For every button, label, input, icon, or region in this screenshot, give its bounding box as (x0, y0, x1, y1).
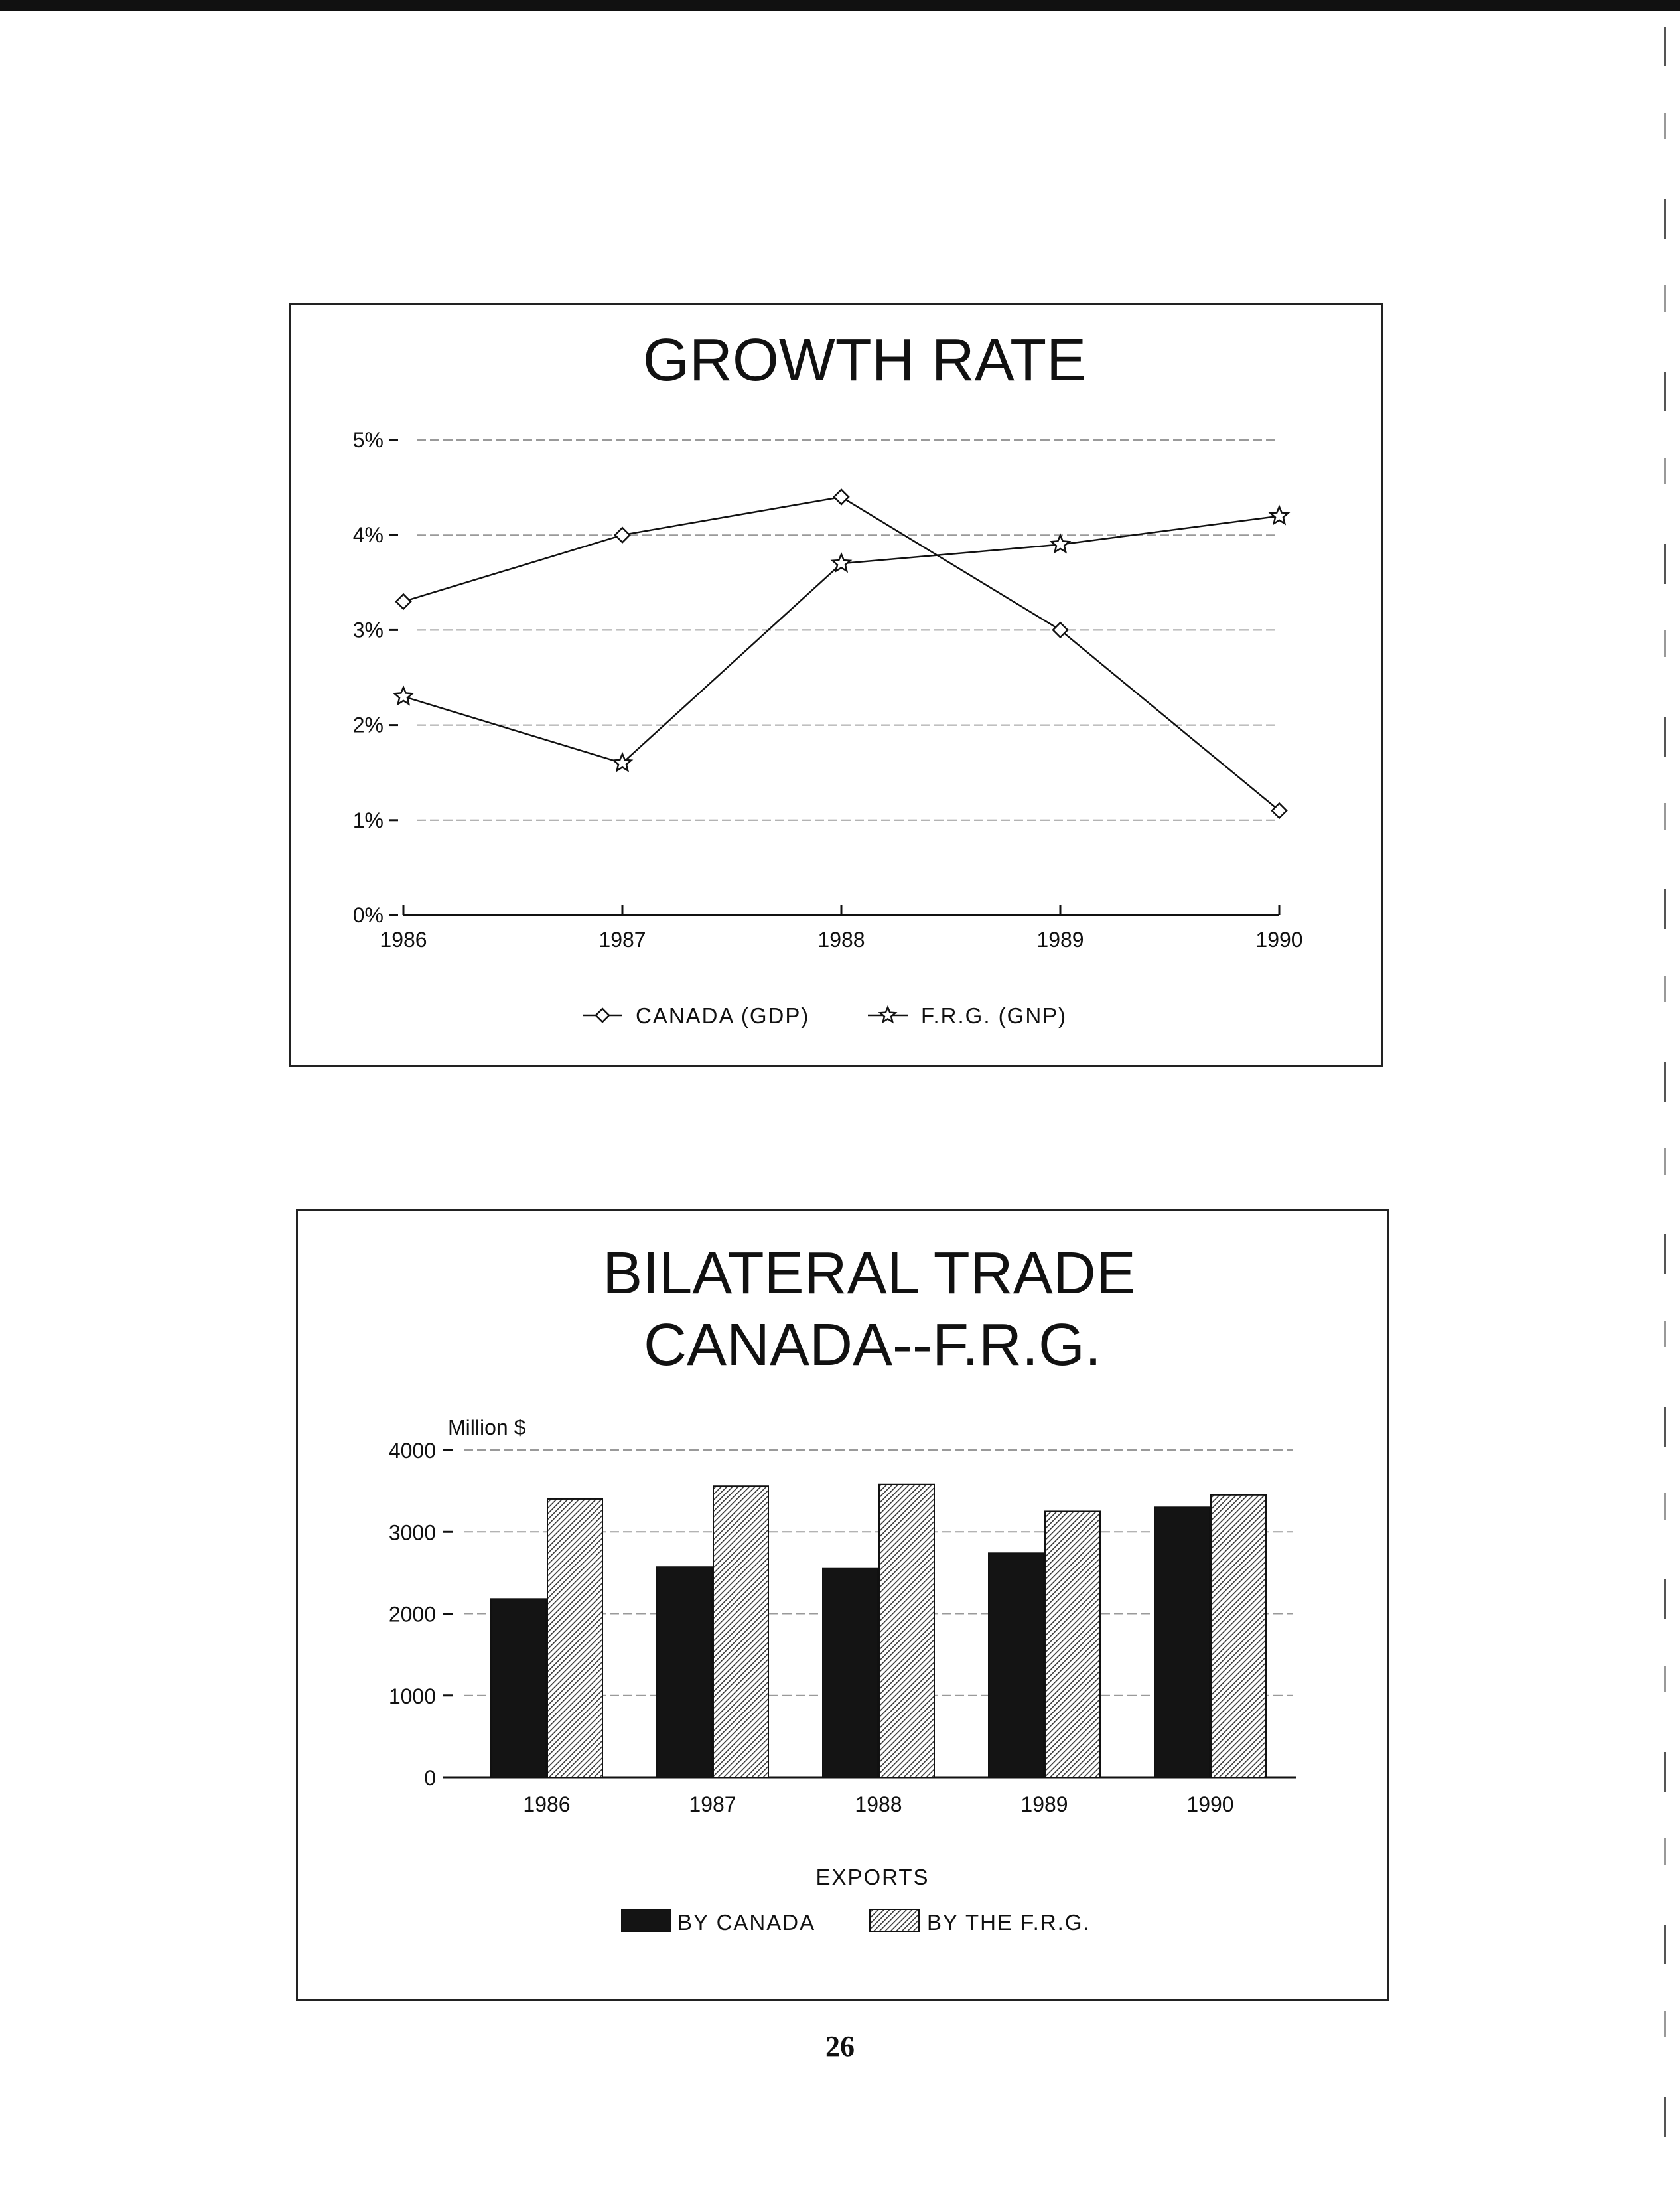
legend: CANADA (GDP) F.R.G. (GNP) (583, 1003, 1067, 1028)
bar-by-frg (547, 1498, 603, 1778)
chart-title-line-2: CANADA--F.R.G. (644, 1312, 1101, 1378)
data-point-diamond (1271, 802, 1288, 820)
legend-title: EXPORTS (815, 1865, 929, 1889)
series-frg-gnp (392, 504, 1291, 772)
bar-by-frg (878, 1483, 935, 1778)
data-point-diamond (614, 526, 631, 544)
y-tick-label: 2000 (389, 1603, 436, 1627)
x-tick-label: 1988 (817, 928, 865, 952)
series-line (403, 496, 1280, 812)
legend-label: F.R.G. (GNP) (921, 1003, 1067, 1028)
y-tick-labels: 0% 1% 2% 3% 4% 5% (353, 428, 384, 927)
y-tick-label: 0 (424, 1766, 436, 1790)
growth-rate-chart: GROWTH RATE 0%1%2%3%4%5% 1986 1987 1988 198… (353, 327, 1303, 1028)
y-tick-label: 3% (353, 618, 384, 642)
x-tick-label: 1987 (598, 928, 646, 952)
data-point-star (1268, 504, 1291, 526)
data-point-diamond (1052, 621, 1069, 639)
y-tick-labels: 0 1000 2000 3000 4000 (389, 1439, 436, 1790)
bar-group-1988 (822, 1483, 935, 1779)
x-tick-labels: 1986 1987 1988 1989 1990 (523, 1792, 1233, 1816)
bar-by-canada (490, 1598, 547, 1778)
y-tick-label: 4000 (389, 1439, 436, 1463)
x-tick-label: 1990 (1255, 928, 1302, 952)
bars (490, 1483, 1267, 1779)
scan-right-edge (1664, 27, 1666, 2163)
legend-label: CANADA (GDP) (636, 1003, 809, 1028)
bar-by-frg (1210, 1494, 1267, 1778)
legend-label: BY CANADA (677, 1910, 815, 1934)
y-tick-label: 3000 (389, 1520, 436, 1544)
bar-by-canada (822, 1567, 878, 1779)
data-point-star (611, 751, 634, 772)
y-tick-label: 2% (353, 713, 384, 737)
bar-by-canada (988, 1552, 1044, 1778)
x-tick-label: 1987 (689, 1792, 736, 1816)
legend-swatch (869, 1909, 920, 1932)
bar-by-canada (1154, 1506, 1210, 1778)
x-tick-label: 1986 (523, 1792, 570, 1816)
bar-group-1986 (490, 1498, 603, 1778)
x-tick-labels: 1986 1987 1988 1989 1990 (380, 928, 1302, 952)
bar-group-1987 (656, 1485, 769, 1778)
chart-title-line-1: BILATERAL TRADE (602, 1240, 1136, 1307)
bar-by-canada (656, 1566, 713, 1778)
legend-label: BY THE F.R.G. (927, 1910, 1091, 1934)
legend-marker-star (878, 1005, 898, 1024)
page-number: 26 (825, 2030, 855, 2063)
y-axis-label: Million $ (448, 1416, 526, 1439)
legend-swatch (621, 1909, 671, 1932)
data-point-diamond (833, 488, 850, 506)
y-tick-label: 1000 (389, 1684, 436, 1708)
bar-by-frg (1044, 1510, 1101, 1778)
series-canada-gdp (395, 488, 1288, 820)
y-tick-label: 0% (353, 903, 384, 927)
growth-rate-chart-panel: GROWTH RATE 0% 1% 2% 3% 4% 5% 1986 1987 1988 198… (289, 303, 1383, 1067)
data-point-star (830, 551, 853, 573)
chart-title: GROWTH RATE (643, 327, 1086, 394)
scan-top-border (0, 0, 1680, 11)
bar-group-1990 (1154, 1494, 1267, 1778)
axes (389, 439, 1281, 916)
bilateral-trade-chart: BILATERAL TRADE CANADA--F.R.G. Million $… (389, 1240, 1296, 1934)
data-point-diamond (395, 593, 412, 611)
bar-by-frg (713, 1485, 769, 1778)
bilateral-trade-chart-panel: BILATERAL TRADE CANADA--F.R.G. Million $… (296, 1209, 1389, 2001)
x-tick-label: 1990 (1186, 1792, 1233, 1816)
x-tick-label: 1989 (1020, 1792, 1068, 1816)
bar-group-1989 (988, 1510, 1101, 1778)
data-point-star (392, 685, 415, 706)
legend-marker-diamond (595, 1007, 610, 1023)
x-tick-label: 1989 (1036, 928, 1084, 952)
y-tick-label: 1% (353, 808, 384, 832)
data-point-star (1049, 533, 1072, 554)
x-tick-label: 1988 (855, 1792, 902, 1816)
series-lines (392, 488, 1291, 820)
y-tick-label: 5% (353, 428, 384, 452)
x-tick-label: 1986 (380, 928, 427, 952)
y-tick-label: 4% (353, 523, 384, 547)
